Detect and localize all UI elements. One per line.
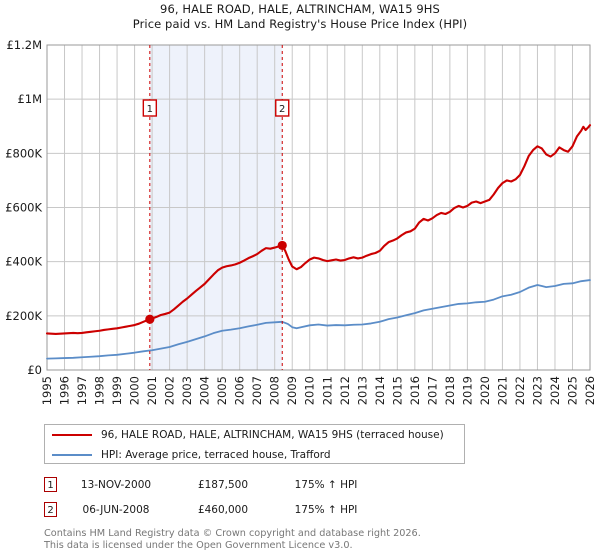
y-axis-tick-label: £200K — [5, 309, 42, 323]
x-axis-tick-label: 1998 — [93, 376, 107, 405]
legend-swatch-hpi — [52, 454, 92, 456]
x-axis-tick-label: 2007 — [250, 376, 264, 405]
x-axis-tick-label: 2004 — [198, 376, 212, 405]
annotation-badge-label-2: 2 — [279, 104, 285, 115]
y-axis-tick-label: £1M — [17, 92, 42, 106]
x-axis-tick-label: 2015 — [390, 376, 404, 405]
plot-area-frame — [46, 44, 591, 371]
transactions-table: 1 13-NOV-2000 £187,500 175% ↑ HPI 2 06-J… — [44, 472, 494, 522]
x-axis-tick-label: 2018 — [443, 376, 457, 405]
x-axis-tick-label: 2011 — [320, 376, 334, 405]
x-axis-tick-label: 2022 — [513, 376, 527, 405]
legend-row-property: 96, HALE ROAD, HALE, ALTRINCHAM, WA15 9H… — [45, 425, 464, 445]
x-axis-tick-label: 2020 — [478, 376, 492, 405]
transaction-price-2: £460,000 — [197, 503, 249, 516]
x-axis-tick-label: 1999 — [110, 376, 124, 405]
footer-line-1: Contains HM Land Registry data © Crown c… — [44, 528, 421, 539]
x-axis-tick-label: 2001 — [145, 376, 159, 405]
x-axis-tick-label: 2003 — [180, 376, 194, 405]
x-axis-tick-label: 2026 — [583, 376, 597, 405]
x-axis-tick-label: 1997 — [75, 376, 89, 405]
x-axis-tick-label: 1996 — [58, 376, 72, 405]
transaction-date-1: 13-NOV-2000 — [80, 478, 152, 491]
transaction-hpi-delta-2: 175% ↑ HPI — [294, 503, 358, 516]
x-axis-tick-label: 2025 — [565, 376, 579, 405]
price-history-chart: 1995 1996 1997 1998 1999 2000 2001 2002 2003 2004… — [5, 38, 597, 405]
legend-label-hpi: HPI: Average price, terraced house, Traf… — [101, 449, 331, 461]
annotation-badge-2 — [275, 99, 290, 117]
title-line-1: 96, HALE ROAD, HALE, ALTRINCHAM, WA15 9H… — [160, 2, 440, 16]
footer-line-2: This data is licensed under the Open Gov… — [44, 539, 353, 551]
x-axis-tick-label: 2010 — [303, 376, 317, 405]
transaction-hpi-delta-1: 175% ↑ HPI — [294, 478, 358, 491]
transaction-price-1: £187,500 — [197, 478, 249, 491]
transaction-date-2: 06-JUN-2008 — [82, 503, 150, 516]
y-axis-tick-label: £600K — [5, 201, 42, 215]
y-axis-tick-label: £400K — [5, 255, 42, 269]
series-line-property — [45, 124, 592, 336]
x-axis-tick-label: 2017 — [425, 376, 439, 405]
x-axis-tick-label: 2008 — [268, 376, 282, 405]
legend-swatch-property — [52, 434, 92, 436]
legend-label-property: 96, HALE ROAD, HALE, ALTRINCHAM, WA15 9H… — [101, 429, 444, 441]
x-axis-tick-label: 2013 — [355, 376, 369, 405]
legend-row-hpi: HPI: Average price, terraced house, Traf… — [45, 445, 464, 465]
transaction-badge-1: 1 — [44, 477, 57, 492]
transaction-marker-1 — [145, 314, 155, 324]
x-axis-tick-label: 2012 — [338, 376, 352, 405]
y-axis-tick-label: £800K — [5, 146, 42, 160]
y-axis-tick-label: £0 — [27, 363, 42, 377]
transaction-badge-2: 2 — [44, 502, 57, 517]
x-axis-tick-label: 2016 — [408, 376, 422, 405]
x-axis-tick-label: 2024 — [548, 376, 562, 405]
x-axis-tick-label: 2005 — [215, 376, 229, 405]
transaction-marker-2 — [277, 240, 287, 251]
x-axis-tick-label: 2002 — [163, 376, 177, 405]
x-axis-tick-label: 1995 — [40, 376, 54, 405]
chart-legend: 96, HALE ROAD, HALE, ALTRINCHAM, WA15 9H… — [44, 424, 465, 464]
x-axis-tick-label: 2023 — [530, 376, 544, 405]
x-axis-tick-label: 2019 — [460, 376, 474, 405]
annotation-badge-1 — [142, 99, 158, 117]
copyright-footer: Contains HM Land Registry data © Crown c… — [44, 528, 514, 551]
annotation-badge-label-1: 1 — [147, 104, 153, 115]
x-axis-tick-label: 2014 — [373, 376, 387, 405]
page-title: 96, HALE ROAD, HALE, ALTRINCHAM, WA15 9H… — [0, 2, 600, 32]
x-axis-tick-label: 2021 — [495, 376, 509, 405]
table-row: 1 13-NOV-2000 £187,500 175% ↑ HPI — [44, 472, 494, 497]
x-axis-tick-label: 2006 — [233, 376, 247, 405]
series-line-hpi — [46, 279, 591, 360]
title-line-2: Price paid vs. HM Land Registry's House … — [132, 17, 468, 31]
x-axis-tick-label: 2009 — [285, 376, 299, 405]
y-axis-tick-label: £1.2M — [6, 38, 42, 52]
x-axis-tick-label: 2000 — [128, 376, 142, 405]
table-row: 2 06-JUN-2008 £460,000 175% ↑ HPI — [44, 497, 494, 522]
